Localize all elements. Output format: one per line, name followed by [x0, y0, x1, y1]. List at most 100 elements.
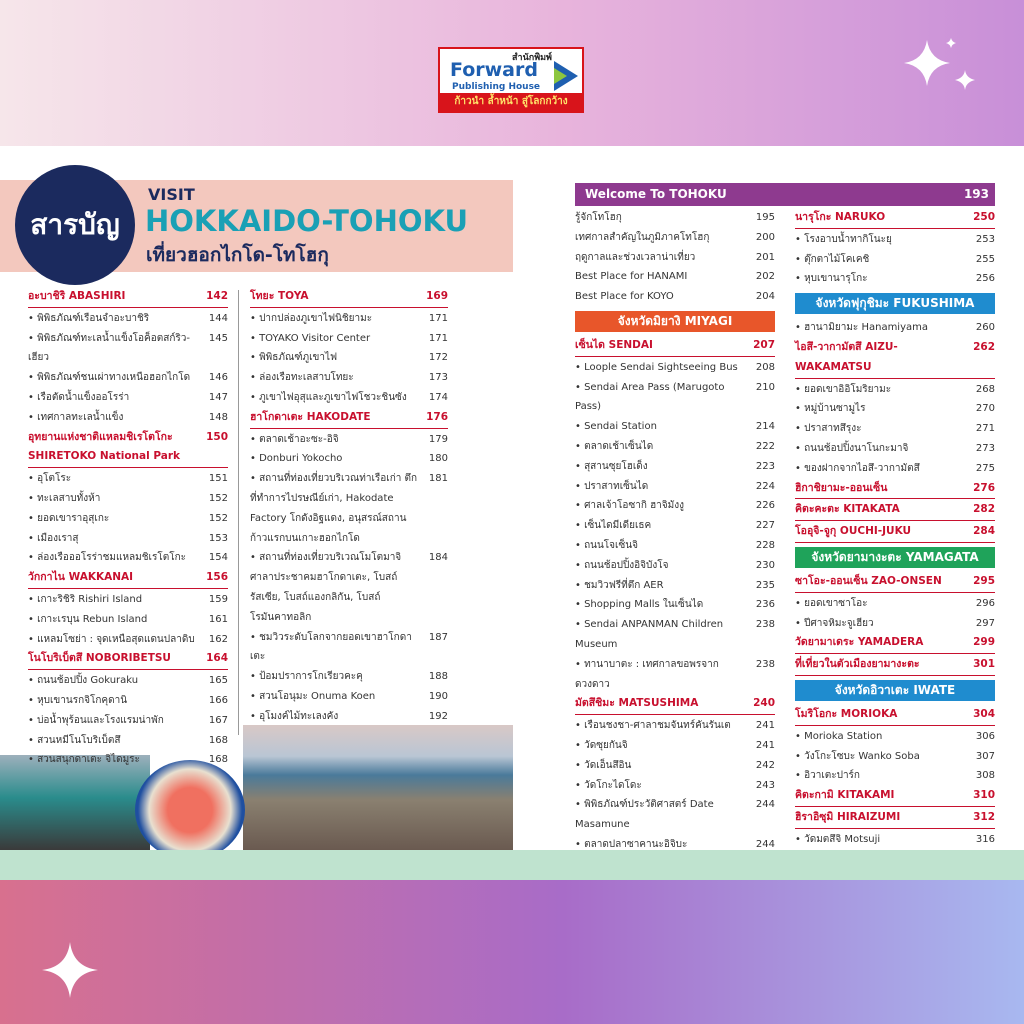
- page-number: 152: [208, 492, 228, 504]
- page-number: 273: [975, 442, 995, 454]
- page-number: 187: [428, 631, 448, 643]
- section-title: โนโบริเบ็ตสึ NOBORIBETSU 164: [28, 649, 228, 671]
- item-text: Loople Sendai Sightseeing Bus: [575, 358, 749, 378]
- item: หมู่บ้านซามูไร 270: [795, 399, 995, 419]
- item: ปีศาจหิมะจูเฮียว 297: [795, 614, 995, 634]
- item-text: ภูเขาไฟอุสุและภูเขาไฟโชวะชินซัง: [250, 388, 422, 408]
- section-title-text: คิตะคะตะ KITAKATA: [795, 503, 900, 516]
- item-text: ชมวิวฟรีที่ตึก AER: [575, 576, 749, 596]
- page-number: 147: [208, 391, 228, 403]
- region-banner: จังหวัดอิวาเตะ IWATE: [795, 679, 995, 701]
- item-text: หุบเขานารุโกะ: [795, 269, 969, 289]
- mint-strip: [0, 850, 1024, 880]
- item-text: ชมวิวระดับโลกจากยอดเขาฮาโกดาเตะ: [250, 628, 422, 668]
- item: เทศกาลทะเลน้ำแข็ง 148: [28, 408, 228, 428]
- item-text: ตุ๊กตาไม้โคเคชิ: [795, 250, 969, 270]
- item-text: เรือนชงชา-ศาลาชมจันทร์คันรันเต: [575, 716, 749, 736]
- page-number: 202: [755, 271, 775, 283]
- item-text: ศาลเจ้าโอซากิ ฮาจิมังงู: [575, 496, 749, 516]
- section-title-text: ที่เที่ยวในตัวเมืองยามางะตะ: [795, 658, 920, 671]
- page-number: 244: [755, 838, 775, 850]
- page-number: 316: [975, 833, 995, 845]
- sparkle: [42, 942, 98, 998]
- item-text: ปีศาจหิมะจูเฮียว: [795, 614, 969, 634]
- item: ฮานามิยามะ Hanamiyama 260: [795, 318, 995, 338]
- page-number: 299: [973, 636, 995, 649]
- entry-text: Best Place for KOYO: [575, 291, 674, 303]
- page-number: 297: [975, 617, 995, 629]
- section-title-text: อุทยานแห่งชาติแหลมชิเรโตโกะ SHIRETOKO Nat…: [28, 428, 202, 468]
- page-number: 312: [973, 810, 995, 823]
- region-banner: จังหวัดฟุกุชิมะ FUKUSHIMA: [795, 293, 995, 315]
- header-subtitle: เที่ยวฮอกไกโด-โทโฮกุ: [146, 244, 329, 266]
- page-number: 152: [208, 512, 228, 524]
- item-text: ตลาดปลาซาคานะอิจิบะ: [575, 835, 749, 855]
- item-text: ถนนช้อปปิ้งนาโนกะมาจิ: [795, 439, 969, 459]
- section-title-text: ฮิกาชิยามะ-ออนเซ็น: [795, 481, 888, 494]
- item: สวนหมีโนโบริเบ็ตสึ 168: [28, 731, 228, 751]
- section-title: คิตะคะตะ KITAKATA 282: [795, 500, 995, 522]
- welcome-page: 193: [963, 187, 989, 201]
- item: ทานาบาตะ : เทศกาลขอพรจากดวงดาว 238: [575, 655, 775, 695]
- item-text: Sendai Station: [575, 417, 749, 437]
- entry: ฤดูกาลและช่วงเวลาน่าเที่ยว 201: [575, 248, 775, 268]
- item-text: พิพิธภัณฑ์ชนเผ่าทางเหนือฮอกไกโด: [28, 368, 202, 388]
- entry: เทศกาลสำคัญในภูมิภาคโทโฮกุ 200: [575, 228, 775, 248]
- item: ถนนช้อปปิ้ง Gokuraku 165: [28, 671, 228, 691]
- item-text: ถนนช้อปปิ้ง Gokuraku: [28, 671, 202, 691]
- item: ตลาดเช้าเซ็นได 222: [575, 437, 775, 457]
- item: เซ็นไดมีเดียเธค 227: [575, 516, 775, 536]
- welcome-title: Welcome To TOHOKU: [585, 187, 727, 201]
- page-number: 238: [755, 619, 775, 631]
- logo-slogan: ก้าวนำ ล้ำหน้า สู่โลกกว้าง: [440, 93, 582, 111]
- page-number: 188: [428, 671, 448, 683]
- page-number: 208: [755, 361, 775, 373]
- section-title-text: โออุจิ-จูกุ OUCHI-JUKU: [795, 525, 912, 538]
- section-title-text: วัดยามาเดระ YAMADERA: [795, 636, 924, 649]
- item: สวนสนุกดาเตะ จิไดมูระ 168: [28, 750, 228, 770]
- page-number: 227: [755, 520, 775, 532]
- column: อะบาชิริ ABASHIRI 142 พิพิธภัณฑ์เรือนจำอะบ…: [28, 287, 228, 770]
- page-number: 184: [428, 552, 448, 564]
- page-number: 255: [975, 253, 995, 265]
- item: ยอดเขาซาโอะ 296: [795, 594, 995, 614]
- page-number: 151: [208, 473, 228, 485]
- page-number: 223: [755, 460, 775, 472]
- item: พิพิธภัณฑ์ประวัติศาสตร์ Date Masamune 244: [575, 795, 775, 835]
- page-number: 167: [208, 714, 228, 726]
- item-text: ยอดเขาซาโอะ: [795, 594, 969, 614]
- page-number: 308: [975, 770, 995, 782]
- item: ตลาดเช้าอะซะ-อิจิ 179: [250, 430, 448, 450]
- column: นารุโกะ NARUKO 250 โรงอาบน้ำทากิโนะยุ 253 ตุ…: [795, 208, 995, 889]
- section-title-text: โนโบริเบ็ตสึ NOBORIBETSU: [28, 652, 171, 665]
- region-banner: จังหวัดมิยางิ MIYAGI: [575, 310, 775, 332]
- item-text: วัดซุยกันจิ: [575, 736, 749, 756]
- item: สวนโอนุมะ Onuma Koen 190: [250, 687, 448, 707]
- item-text: โรงอาบน้ำทากิโนะยุ: [795, 230, 969, 250]
- page-number: 154: [208, 552, 228, 564]
- page-number: 156: [206, 571, 228, 584]
- entry: Best Place for KOYO 204: [575, 287, 775, 307]
- page-number: 150: [206, 430, 228, 443]
- item-text: ของฝากจากไอสึ-วากามัตสึ: [795, 459, 969, 479]
- section-subtitle: SHIRETOKO National Park: [28, 450, 181, 463]
- food-photo: [135, 760, 245, 860]
- page-number: 256: [975, 273, 995, 285]
- page-number: 242: [755, 759, 775, 771]
- item: สถานที่ท่องเที่ยวบริเวณโมโตมาจิ ศาลาประช…: [250, 548, 448, 627]
- item: วัดโกะไดโดะ 243: [575, 776, 775, 796]
- item: Donburi Yokocho 180: [250, 449, 448, 469]
- item-text: พิพิธภัณฑ์ภูเขาไฟ: [250, 348, 422, 368]
- item: วังโกะโซบะ Wanko Soba 307: [795, 747, 995, 767]
- page-number: 168: [208, 734, 228, 746]
- item: Sendai Station 214: [575, 417, 775, 437]
- welcome-bar: Welcome To TOHOKU 193: [575, 183, 995, 206]
- page-number: 271: [975, 423, 995, 435]
- item: ชมวิวฟรีที่ตึก AER 235: [575, 576, 775, 596]
- item-text: วัดเอ็นสึอิน: [575, 756, 749, 776]
- page-number: 159: [208, 593, 228, 605]
- section-title: อุทยานแห่งชาติแหลมชิเรโตโกะ SHIRETOKO Nat…: [28, 428, 228, 469]
- item-text: ถนนโจเซ็นจิ: [575, 536, 749, 556]
- item-text: ล่องเรือทะเลสาบโทยะ: [250, 368, 422, 388]
